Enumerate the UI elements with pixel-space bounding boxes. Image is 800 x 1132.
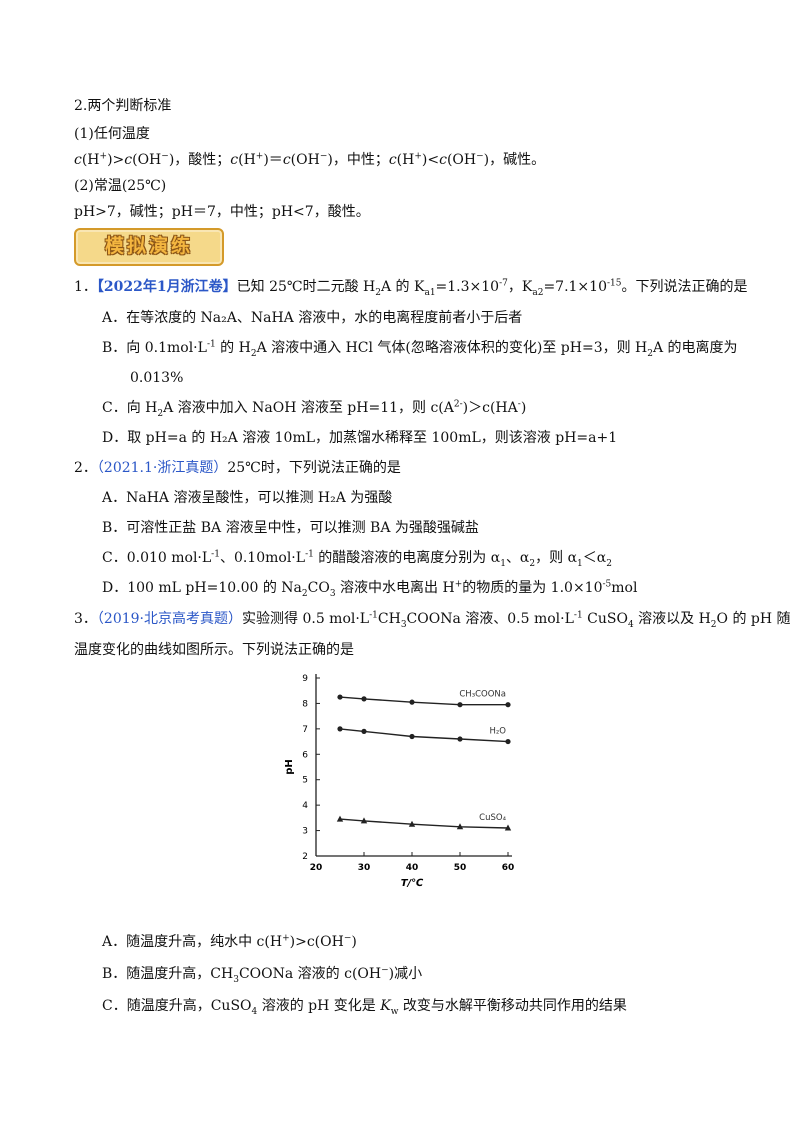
q1-source: 【2022年1月浙江卷】 xyxy=(96,279,237,295)
x-tick-label: 50 xyxy=(454,863,467,873)
q3-stem-line2: 温度变化的曲线如图所示。下列说法正确的是 xyxy=(74,642,354,658)
y-tick-label: 5 xyxy=(302,776,308,786)
q1-option-d: D．取 pH=a 的 H₂A 溶液 10mL，加蒸馏水稀释至 100mL，则该溶… xyxy=(102,430,618,446)
q3-option-a: A．随温度升高，纯水中 c(H+)>c(OH−) xyxy=(102,933,357,950)
banner-text: 模拟演练 xyxy=(104,235,193,257)
data-point xyxy=(408,820,416,827)
q3-option-b: B．随温度升高，CH3COONa 溶液的 c(OH−)减小 xyxy=(102,965,423,985)
ph-rule: pH>7，碱性；pH＝7，中性；pH<7，酸性。 xyxy=(74,204,370,220)
series-label: H₂O xyxy=(490,727,507,737)
q1-option-a: A．在等浓度的 Na₂A、NaHA 溶液中，水的电离程度前者小于后者 xyxy=(102,310,523,326)
series-label: CuSO₄ xyxy=(479,813,506,823)
q2-stem: 2．（2021.1·浙江真题）25℃时，下列说法正确的是 xyxy=(74,460,401,476)
data-point xyxy=(360,817,368,824)
y-tick-label: 2 xyxy=(302,852,308,862)
data-point xyxy=(505,738,511,745)
q1-option-b-cont: 0.013% xyxy=(130,370,184,386)
x-tick-label: 60 xyxy=(502,863,515,873)
q3-option-c: C．随温度升高，CuSO4 溶液的 pH 变化是 Kw 改变与水解平衡移动共同作… xyxy=(102,998,627,1017)
data-point xyxy=(456,823,464,830)
y-tick-label: 8 xyxy=(302,699,308,709)
data-point xyxy=(361,728,367,734)
data-point xyxy=(505,702,511,708)
room-temp-label: (2)常温(25℃) xyxy=(74,178,167,194)
section-title: 2.两个判断标准 xyxy=(74,98,172,114)
practice-banner: 模拟演练 xyxy=(74,228,224,266)
y-tick-label: 7 xyxy=(302,725,308,735)
x-axis-label: T/℃ xyxy=(401,878,424,889)
q2-option-c: C．0.010 mol·L-1、0.10mol·L-1 的醋酸溶液的电离度分别为… xyxy=(102,549,612,569)
any-temp-rule: c(H+)>c(OH−)，酸性；c(H+)＝c(OH−)，中性；c(H+)<c(… xyxy=(74,151,546,168)
x-tick-label: 20 xyxy=(310,863,323,873)
y-axis-label: pH xyxy=(284,759,295,775)
data-point xyxy=(409,699,415,705)
q3-stem: 3．（2019·北京高考真题）实验测得 0.5 mol·L-1CH3COONa … xyxy=(74,610,791,630)
q2-source: （2021.1·浙江真题） xyxy=(96,460,228,476)
q1-stem: 1．【2022年1月浙江卷】已知 25℃时二元酸 H2A 的 Ka1=1.3×1… xyxy=(74,278,748,298)
data-point xyxy=(336,815,344,822)
y-tick-label: 9 xyxy=(302,674,308,684)
y-tick-label: 6 xyxy=(302,750,308,760)
series-label: CH₃COONa xyxy=(459,690,506,700)
data-point xyxy=(337,694,343,700)
q1-option-c: C．向 H2A 溶液中加入 NaOH 溶液至 pH=11，则 c(A2-)＞c(… xyxy=(102,399,527,419)
data-point xyxy=(409,733,415,740)
q3-source: （2019·北京高考真题） xyxy=(96,611,243,627)
q1-option-b: B．向 0.1mol·L-1 的 H2A 溶液中通入 HCl 气体(忽略溶液体积… xyxy=(102,339,738,359)
data-point xyxy=(457,736,463,742)
x-tick-label: 30 xyxy=(358,863,371,873)
q2-option-b: B．可溶性正盐 BA 溶液呈中性，可以推测 BA 为强酸强碱盐 xyxy=(102,520,479,536)
any-temp-label: (1)任何温度 xyxy=(74,126,150,142)
x-tick-label: 40 xyxy=(406,863,419,873)
ph-temperature-chart: 2 3 4 5 6 7 8 9 20 30 40 50 60 pH T/℃ CH₃COONa H₂O CuSO₄ xyxy=(284,674,515,889)
data-point xyxy=(361,696,367,702)
y-tick-label: 4 xyxy=(302,801,308,811)
data-point xyxy=(457,702,463,708)
data-point xyxy=(337,726,343,732)
q2-option-a: A．NaHA 溶液呈酸性，可以推测 H₂A 为强酸 xyxy=(102,490,393,506)
y-tick-label: 3 xyxy=(302,827,308,837)
q2-option-d: D．100 mL pH=10.00 的 Na2CO3 溶液中水电离出 H+的物质… xyxy=(102,579,638,599)
data-point xyxy=(504,824,512,831)
